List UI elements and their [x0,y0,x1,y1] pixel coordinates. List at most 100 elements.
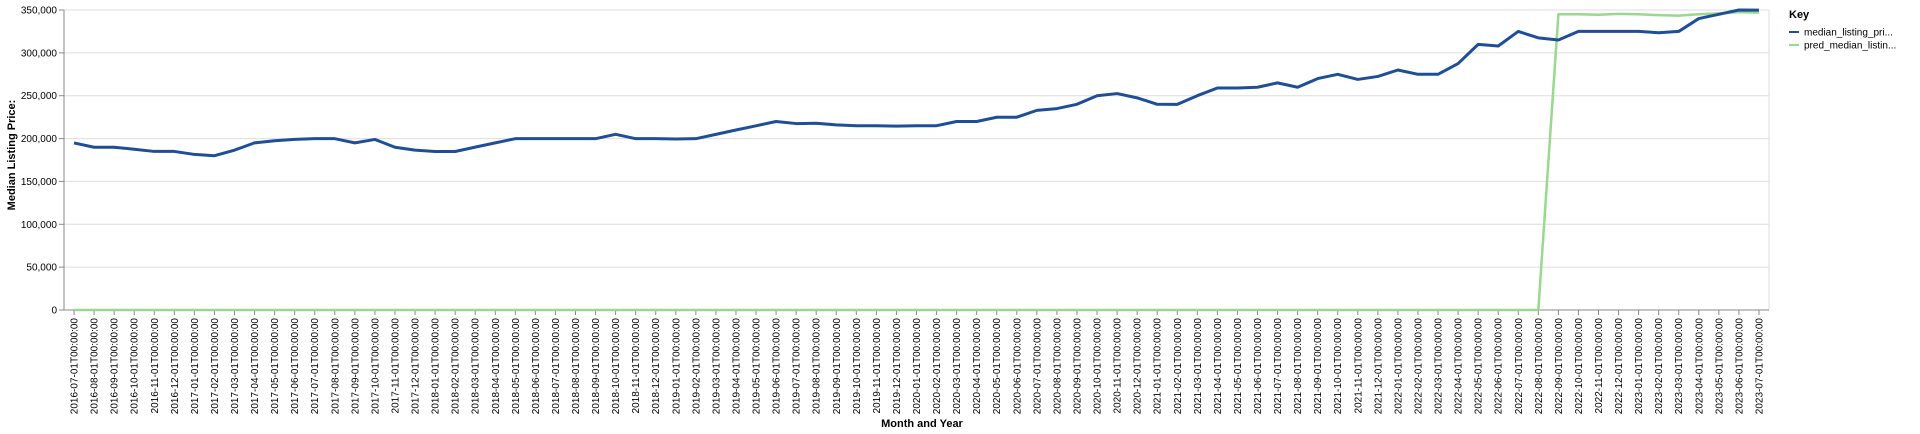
y-tick-label: 0 [51,306,57,317]
x-tick-label: 2019-02-01T00:00:00 [691,318,702,415]
y-tick-label: 150,000 [21,177,58,188]
x-tick-label: 2019-07-01T00:00:00 [792,318,803,415]
x-tick-label: 2021-10-01T00:00:00 [1333,318,1344,415]
y-tick-label: 100,000 [21,220,58,231]
x-tick-label: 2021-02-01T00:00:00 [1173,318,1184,415]
x-tick-label: 2018-02-01T00:00:00 [451,318,462,415]
x-tick-label: 2022-01-01T00:00:00 [1393,318,1404,415]
x-tick-label: 2017-05-01T00:00:00 [270,318,281,415]
series-line-0 [73,8,1759,158]
x-tick-label: 2022-10-01T00:00:00 [1574,318,1585,415]
x-tick-label: 2017-10-01T00:00:00 [370,318,381,415]
x-tick-label: 2018-06-01T00:00:00 [531,318,542,415]
y-axis-title: Median Listing Price: [6,100,18,211]
x-tick-label: 2019-04-01T00:00:00 [731,318,742,415]
x-tick-label: 2022-05-01T00:00:00 [1474,318,1485,415]
x-tick-label: 2019-12-01T00:00:00 [892,318,903,415]
x-tick-label: 2018-10-01T00:00:00 [611,318,622,415]
y-tick-label: 300,000 [21,48,58,59]
y-tick-label: 250,000 [21,91,58,102]
x-tick-label: 2019-11-01T00:00:00 [872,318,883,414]
x-tick-label: 2019-01-01T00:00:00 [671,318,682,415]
x-tick-label: 2019-10-01T00:00:00 [852,318,863,415]
x-tick-label: 2020-06-01T00:00:00 [1012,318,1023,415]
x-tick-label: 2019-06-01T00:00:00 [772,318,783,415]
x-tick-label: 2023-05-01T00:00:00 [1714,318,1725,415]
legend-label-1: pred_median_listin... [1804,41,1896,52]
legend: Key median_listing_pri... pred_median_lis… [1789,9,1896,52]
series-lines [73,8,1759,312]
x-tick-label: 2018-03-01T00:00:00 [471,318,482,415]
x-tick-label: 2016-12-01T00:00:00 [170,318,181,415]
x-tick-label: 2018-01-01T00:00:00 [431,318,442,415]
x-tick-label: 2018-11-01T00:00:00 [631,318,642,414]
x-tick-label: 2017-06-01T00:00:00 [290,318,301,415]
x-tick-label: 2023-04-01T00:00:00 [1694,318,1705,415]
x-tick-label: 2020-12-01T00:00:00 [1133,318,1144,415]
x-tick-label: 2016-10-01T00:00:00 [130,318,141,415]
legend-label-0: median_listing_pri... [1804,28,1893,39]
x-tick-label: 2022-06-01T00:00:00 [1494,318,1505,415]
x-tick-label: 2020-08-01T00:00:00 [1052,318,1063,415]
grid-lines [64,9,1770,311]
x-tick-label: 2021-05-01T00:00:00 [1233,318,1244,415]
x-tick-label: 2022-07-01T00:00:00 [1514,318,1525,415]
x-tick-label: 2021-12-01T00:00:00 [1373,318,1384,415]
y-axis: 0 50,000 100,000 150,000 200,000 250,000 300,0… [21,6,65,317]
x-tick-label: 2023-01-01T00:00:00 [1634,318,1645,415]
x-tick-label: 2022-02-01T00:00:00 [1413,318,1424,415]
x-tick-label: 2023-03-01T00:00:00 [1674,318,1685,415]
x-tick-label: 2022-09-01T00:00:00 [1554,318,1565,415]
x-tick-label: 2016-07-01T00:00:00 [70,318,81,415]
x-tick-label: 2021-08-01T00:00:00 [1293,318,1304,415]
x-tick-label: 2021-09-01T00:00:00 [1313,318,1324,415]
x-tick-label: 2023-06-01T00:00:00 [1734,318,1745,415]
x-tick-label: 2021-03-01T00:00:00 [1193,318,1204,415]
x-tick-label: 2021-04-01T00:00:00 [1213,318,1224,415]
x-tick-label: 2022-03-01T00:00:00 [1434,318,1445,415]
x-tick-label: 2021-01-01T00:00:00 [1153,318,1164,415]
x-tick-label: 2023-07-01T00:00:00 [1754,318,1765,415]
x-tick-label: 2017-12-01T00:00:00 [411,318,422,415]
x-tick-label: 2020-10-01T00:00:00 [1093,318,1104,415]
x-tick-label: 2022-08-01T00:00:00 [1534,318,1545,415]
x-axis: 2016-07-01T00:00:00 2016-08-01T00:00:00 20… [64,309,1769,415]
x-tick-label: 2021-07-01T00:00:00 [1273,318,1284,415]
x-tick-label: 2018-09-01T00:00:00 [591,318,602,415]
x-tick-label: 2019-09-01T00:00:00 [832,318,843,415]
x-tick-label: 2017-09-01T00:00:00 [350,318,361,415]
y-tick-label: 350,000 [21,6,58,17]
x-axis-title: Month and Year [881,418,963,430]
x-tick-label: 2017-08-01T00:00:00 [330,318,341,415]
x-tick-label: 2021-11-01T00:00:00 [1353,318,1364,414]
x-tick-label: 2020-04-01T00:00:00 [972,318,983,415]
x-tick-label: 2016-09-01T00:00:00 [110,318,121,415]
x-tick-label: 2018-08-01T00:00:00 [571,318,582,415]
x-tick-label: 2018-07-01T00:00:00 [551,318,562,415]
x-tick-label: 2020-03-01T00:00:00 [952,318,963,415]
x-tick-label: 2017-04-01T00:00:00 [250,318,261,415]
x-tick-label: 2019-08-01T00:00:00 [812,318,823,415]
x-tick-label: 2017-11-01T00:00:00 [390,318,401,414]
x-tick-label: 2020-02-01T00:00:00 [932,318,943,415]
x-tick-label: 2017-03-01T00:00:00 [230,318,241,415]
x-tick-label: 2017-07-01T00:00:00 [310,318,321,415]
x-tick-label: 2022-04-01T00:00:00 [1454,318,1465,415]
x-tick-label: 2023-02-01T00:00:00 [1654,318,1665,415]
x-tick-label: 2019-03-01T00:00:00 [711,318,722,415]
legend-title: Key [1789,9,1810,21]
x-tick-label: 2020-09-01T00:00:00 [1072,318,1083,415]
x-tick-label: 2018-05-01T00:00:00 [511,318,522,415]
y-tick-label: 200,000 [21,134,58,145]
series-line-1 [74,10,1759,312]
x-tick-label: 2017-01-01T00:00:00 [190,318,201,415]
x-tick-label: 2020-11-01T00:00:00 [1113,318,1124,414]
x-tick-label: 2022-12-01T00:00:00 [1614,318,1625,415]
x-tick-label: 2017-02-01T00:00:00 [210,318,221,415]
x-tick-label: 2016-11-01T00:00:00 [150,318,161,414]
y-tick-label: 50,000 [26,263,57,274]
x-tick-label: 2022-11-01T00:00:00 [1594,318,1605,414]
x-tick-label: 2019-05-01T00:00:00 [752,318,763,415]
x-tick-label: 2018-12-01T00:00:00 [651,318,662,415]
x-tick-label: 2020-05-01T00:00:00 [992,318,1003,415]
